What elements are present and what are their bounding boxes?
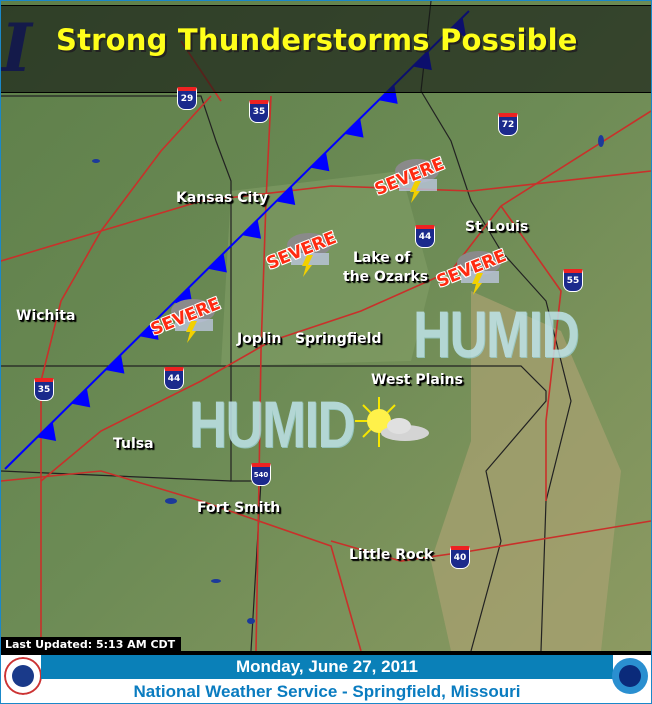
cold-front-triangle: [344, 118, 364, 138]
city-wichita: Wichita: [16, 308, 76, 324]
interstate-29-shield: 29: [177, 87, 197, 110]
page-title: Strong Thunderstorms Possible: [56, 23, 578, 57]
storm-cloud-icon: [395, 159, 439, 203]
interstate-55-shield: 55: [563, 269, 583, 292]
city-west-plains: West Plains: [371, 372, 463, 388]
city-joplin: Joplin: [237, 331, 282, 347]
lowland-terrain: [431, 291, 621, 651]
cold-front-triangle: [207, 253, 227, 273]
lakes: [92, 135, 604, 624]
interstate-44-shield-west: 44: [164, 367, 184, 390]
office-name: National Weather Service - Springfield, …: [133, 682, 521, 701]
title-band: [1, 5, 651, 93]
severe-thunderstorm-icon: SEVERE: [433, 245, 511, 297]
interstate-35-shield: 35: [249, 100, 269, 123]
cold-front-triangle: [37, 421, 57, 442]
storm-cloud-icon: [287, 233, 331, 277]
city-lake-of-the-ozarks-line1: Lake of: [353, 250, 411, 266]
noaa-logo: [612, 658, 648, 694]
highways: [1, 40, 651, 651]
interstate-540-shield: 540: [251, 463, 271, 486]
city-kansas-city: Kansas City: [176, 190, 269, 206]
interstate-35-shield-south: 35: [34, 378, 54, 401]
city-lake-of-the-ozarks-line2: the Ozarks: [343, 269, 429, 285]
city-tulsa: Tulsa: [113, 436, 154, 452]
nws-i-logo: I: [1, 9, 32, 87]
cold-front-triangle: [105, 354, 125, 374]
cold-front-triangle: [241, 219, 262, 239]
interstate-40-shield: 40: [450, 546, 470, 569]
interstate-44-shield: 44: [415, 225, 435, 248]
city-st-louis: St Louis: [465, 219, 529, 235]
partly-sunny-icon: [355, 397, 429, 447]
city-fort-smith: Fort Smith: [197, 500, 281, 516]
nws-logo: [4, 657, 42, 695]
humid-label-east: HUMID: [413, 297, 580, 371]
storm-cloud-icon: [171, 299, 215, 343]
severe-thunderstorm-icon: SEVERE: [263, 227, 341, 279]
cold-front-triangle: [276, 185, 296, 206]
severe-thunderstorm-icon: SEVERE: [147, 293, 225, 345]
storm-cloud-icon: [457, 251, 501, 295]
city-little-rock: Little Rock: [349, 547, 434, 563]
humid-label-west: HUMID: [189, 387, 356, 461]
cold-front-triangle: [71, 388, 91, 408]
severe-thunderstorm-icon: SEVERE: [371, 153, 449, 205]
divider: [1, 651, 651, 655]
cold-front-triangle: [310, 152, 330, 172]
date-bar: Monday, June 27, 2011: [41, 655, 613, 679]
forecast-area: [221, 171, 431, 366]
interstate-72-shield: 72: [498, 113, 518, 136]
city-springfield: Springfield: [295, 331, 382, 347]
cold-front-triangle: [139, 320, 159, 340]
base-map: [1, 1, 651, 651]
last-updated: Last Updated: 5:13 AM CDT: [1, 637, 182, 653]
